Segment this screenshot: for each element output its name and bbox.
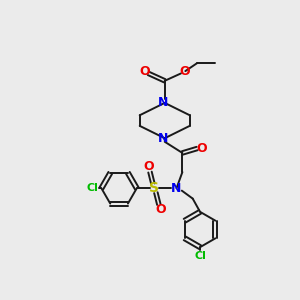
Text: Cl: Cl bbox=[86, 183, 98, 193]
Text: O: O bbox=[196, 142, 207, 155]
Text: N: N bbox=[171, 182, 182, 195]
Text: Cl: Cl bbox=[194, 251, 206, 261]
Text: O: O bbox=[140, 65, 150, 78]
Text: N: N bbox=[158, 96, 168, 109]
Text: O: O bbox=[143, 160, 154, 173]
Text: N: N bbox=[158, 132, 168, 145]
Text: S: S bbox=[149, 181, 159, 195]
Text: O: O bbox=[179, 65, 190, 78]
Text: O: O bbox=[155, 203, 166, 216]
